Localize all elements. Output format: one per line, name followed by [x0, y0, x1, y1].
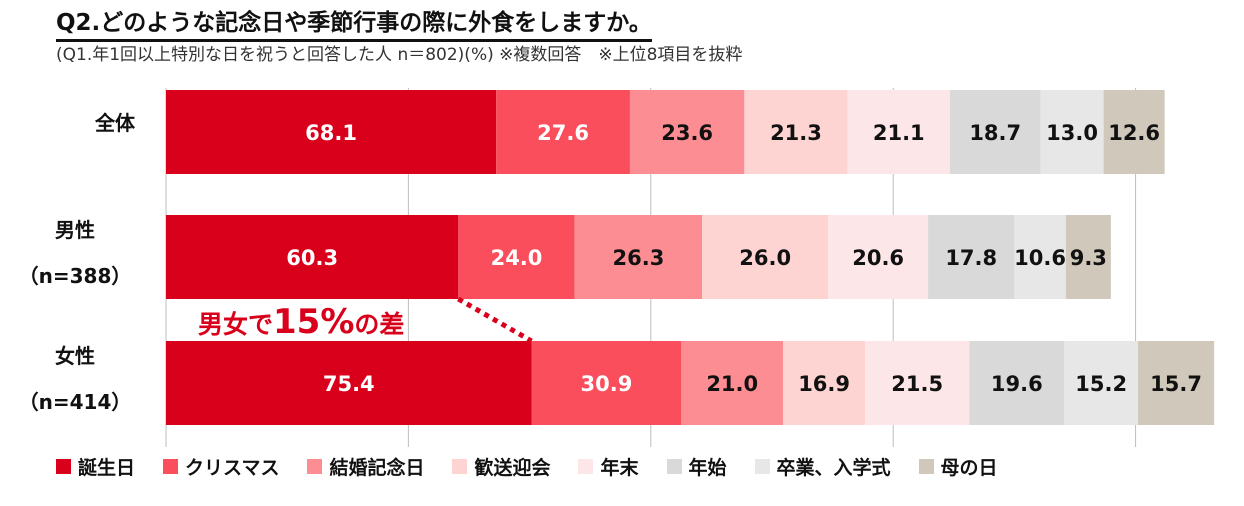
bar-segment-r0-s3 [744, 90, 848, 174]
legend-swatch [578, 458, 594, 474]
legend-item: 母の日 [918, 453, 998, 480]
bars: 68.1 27.6 23.6 21.3 21.1 18.7 13.0 12.6 60.3 24.0… [166, 90, 1215, 425]
bar-value-label: 12.6 [1108, 121, 1160, 145]
bar-value-label: 21.0 [706, 372, 758, 396]
bar-segment-r2-s5 [969, 341, 1065, 425]
bar-value-label: 9.3 [1070, 246, 1107, 270]
difference-dotted-line [457, 296, 533, 344]
bar-segment-r0-s6 [1040, 90, 1104, 174]
bar-segment-r2-s0 [166, 341, 532, 425]
bar-value-label: 16.9 [798, 372, 850, 396]
legend-swatch [754, 458, 770, 474]
bar-value-label: 23.6 [661, 121, 713, 145]
bar-segment-r2-s3 [783, 341, 866, 425]
row-label: 女性 [55, 344, 95, 368]
bar-value-label: 10.6 [1014, 246, 1066, 270]
bar-value-label: 17.8 [945, 246, 997, 270]
legend-item: 誕生日 [56, 453, 135, 480]
bar-value-label: 24.0 [491, 246, 543, 270]
bar-segment-r1-s7 [1065, 215, 1111, 299]
legend-label: 歓送迎会 [474, 456, 551, 479]
bar-value-label: 68.1 [305, 121, 357, 145]
legend-swatch [666, 458, 682, 474]
bar-segment-r1-s0 [166, 215, 459, 299]
bar-segment-r1-s6 [1014, 215, 1066, 299]
bar-value-label: 27.6 [537, 121, 589, 145]
legend-swatch [452, 458, 468, 474]
legend-item: 年始 [666, 453, 727, 480]
legend-swatch [56, 458, 71, 474]
legend-item: 卒業、入学式 [754, 453, 891, 480]
bar-segment-r1-s5 [928, 215, 1015, 299]
legend-label: 誕生日 [78, 456, 136, 479]
bar-value-label: 13.0 [1046, 121, 1098, 145]
annotation-suffix: の差 [354, 310, 405, 339]
bar-segment-r0-s2 [629, 90, 745, 174]
bar-value-label: 18.7 [969, 121, 1021, 145]
bar-value-label: 15.7 [1150, 372, 1202, 396]
bar-segment-r1-s3 [702, 215, 829, 299]
bar-segment-r2-s6 [1064, 341, 1139, 425]
difference-connector [457, 296, 533, 344]
legend-swatch [307, 458, 323, 474]
bar-value-label: 19.6 [991, 372, 1043, 396]
annotation-highlight: 15% [273, 302, 355, 342]
bar-segment-r2-s7 [1138, 341, 1215, 425]
bar-value-label: 21.1 [873, 121, 925, 145]
legend-label: 卒業、入学式 [776, 456, 891, 479]
legend-label: 結婚記念日 [329, 456, 425, 479]
bar-segment-r0-s4 [847, 90, 950, 174]
legend-item: クリスマス [163, 453, 279, 480]
chart-subtitle: (Q1.年1回以上特別な日を祝うと回答した人 n＝802)(%) ※複数回答 ※… [56, 45, 743, 65]
bar-value-label: 75.4 [323, 372, 375, 396]
bar-value-label: 26.3 [613, 246, 665, 270]
row-label: 男性 [55, 218, 95, 242]
bar-value-label: 15.2 [1075, 372, 1127, 396]
bar-segment-r1-s2 [574, 215, 703, 299]
stacked-bar-chart: 68.1 27.6 23.6 21.3 21.1 18.7 13.0 12.6 60.3 24.0… [19, 88, 1215, 447]
chart-title: Q2.どのような記念日や季節行事の際に外食をしますか。 [56, 8, 652, 42]
legend-swatch [163, 458, 179, 474]
row-sublabel: （n=414） [19, 390, 132, 414]
bar-value-label: 60.3 [286, 246, 338, 270]
bar-value-label: 20.6 [852, 246, 904, 270]
bar-value-label: 30.9 [581, 372, 633, 396]
bar-value-label: 26.0 [739, 246, 791, 270]
bar-segment-r0-s1 [496, 90, 630, 174]
row-sublabel: （n=388） [19, 264, 132, 288]
difference-annotation: 男女で15%の差 [198, 302, 404, 348]
legend-label: 年始 [688, 456, 727, 479]
row-label: 全体 [94, 111, 136, 135]
bar-segment-r0-s0 [166, 90, 497, 174]
bar-value-label: 21.5 [891, 372, 943, 396]
legend-swatch [918, 458, 934, 474]
bar-segment-r2-s2 [681, 341, 784, 425]
bar-value-label: 21.3 [770, 121, 822, 145]
bar-segment-r1-s4 [828, 215, 929, 299]
legend: 誕生日 クリスマス 結婚記念日 歓送迎会 年末 年始 卒業、入学式 母の日 [56, 451, 1236, 481]
legend-item: 結婚記念日 [307, 453, 424, 480]
legend-item: 年末 [578, 453, 639, 480]
legend-label: クリスマス [185, 456, 280, 479]
bar-segment-r1-s1 [458, 215, 575, 299]
legend-label: 母の日 [940, 456, 998, 479]
annotation-prefix: 男女で [198, 310, 274, 339]
bar-segment-r2-s1 [531, 341, 682, 425]
bar-segment-r0-s5 [949, 90, 1041, 174]
legend-item: 歓送迎会 [452, 453, 550, 480]
bar-segment-r0-s7 [1103, 90, 1165, 174]
bar-segment-r2-s4 [865, 341, 970, 425]
legend-label: 年末 [600, 456, 639, 479]
